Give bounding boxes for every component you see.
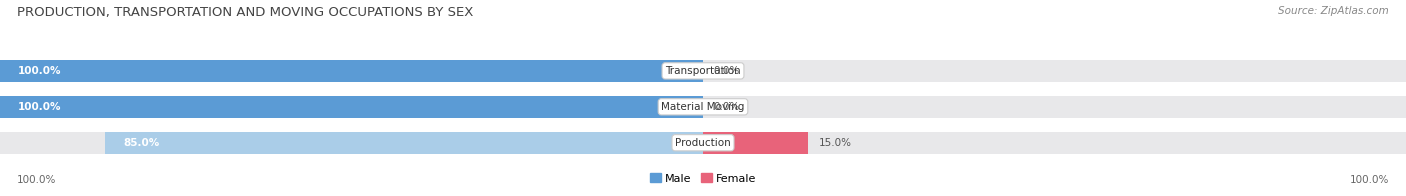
Text: 100.0%: 100.0% <box>17 66 60 76</box>
Bar <box>0 132 703 154</box>
Text: 85.0%: 85.0% <box>124 138 159 148</box>
Text: Production: Production <box>675 138 731 148</box>
Text: 100.0%: 100.0% <box>17 102 60 112</box>
Bar <box>0 96 703 118</box>
Text: 15.0%: 15.0% <box>818 138 852 148</box>
Text: PRODUCTION, TRANSPORTATION AND MOVING OCCUPATIONS BY SEX: PRODUCTION, TRANSPORTATION AND MOVING OC… <box>17 6 474 19</box>
Text: 0.0%: 0.0% <box>713 102 740 112</box>
Text: 0.0%: 0.0% <box>713 66 740 76</box>
Bar <box>703 96 1406 118</box>
Bar <box>0 96 703 118</box>
Bar <box>703 132 808 154</box>
Text: 100.0%: 100.0% <box>1350 175 1389 185</box>
Bar <box>703 132 1406 154</box>
Text: Material Moving: Material Moving <box>661 102 745 112</box>
Text: 100.0%: 100.0% <box>17 175 56 185</box>
Text: Transportation: Transportation <box>665 66 741 76</box>
Bar <box>0 60 703 82</box>
Bar <box>703 60 1406 82</box>
Legend: Male, Female: Male, Female <box>650 173 756 184</box>
Text: Source: ZipAtlas.com: Source: ZipAtlas.com <box>1278 6 1389 16</box>
Bar <box>0 60 703 82</box>
Bar <box>105 132 703 154</box>
